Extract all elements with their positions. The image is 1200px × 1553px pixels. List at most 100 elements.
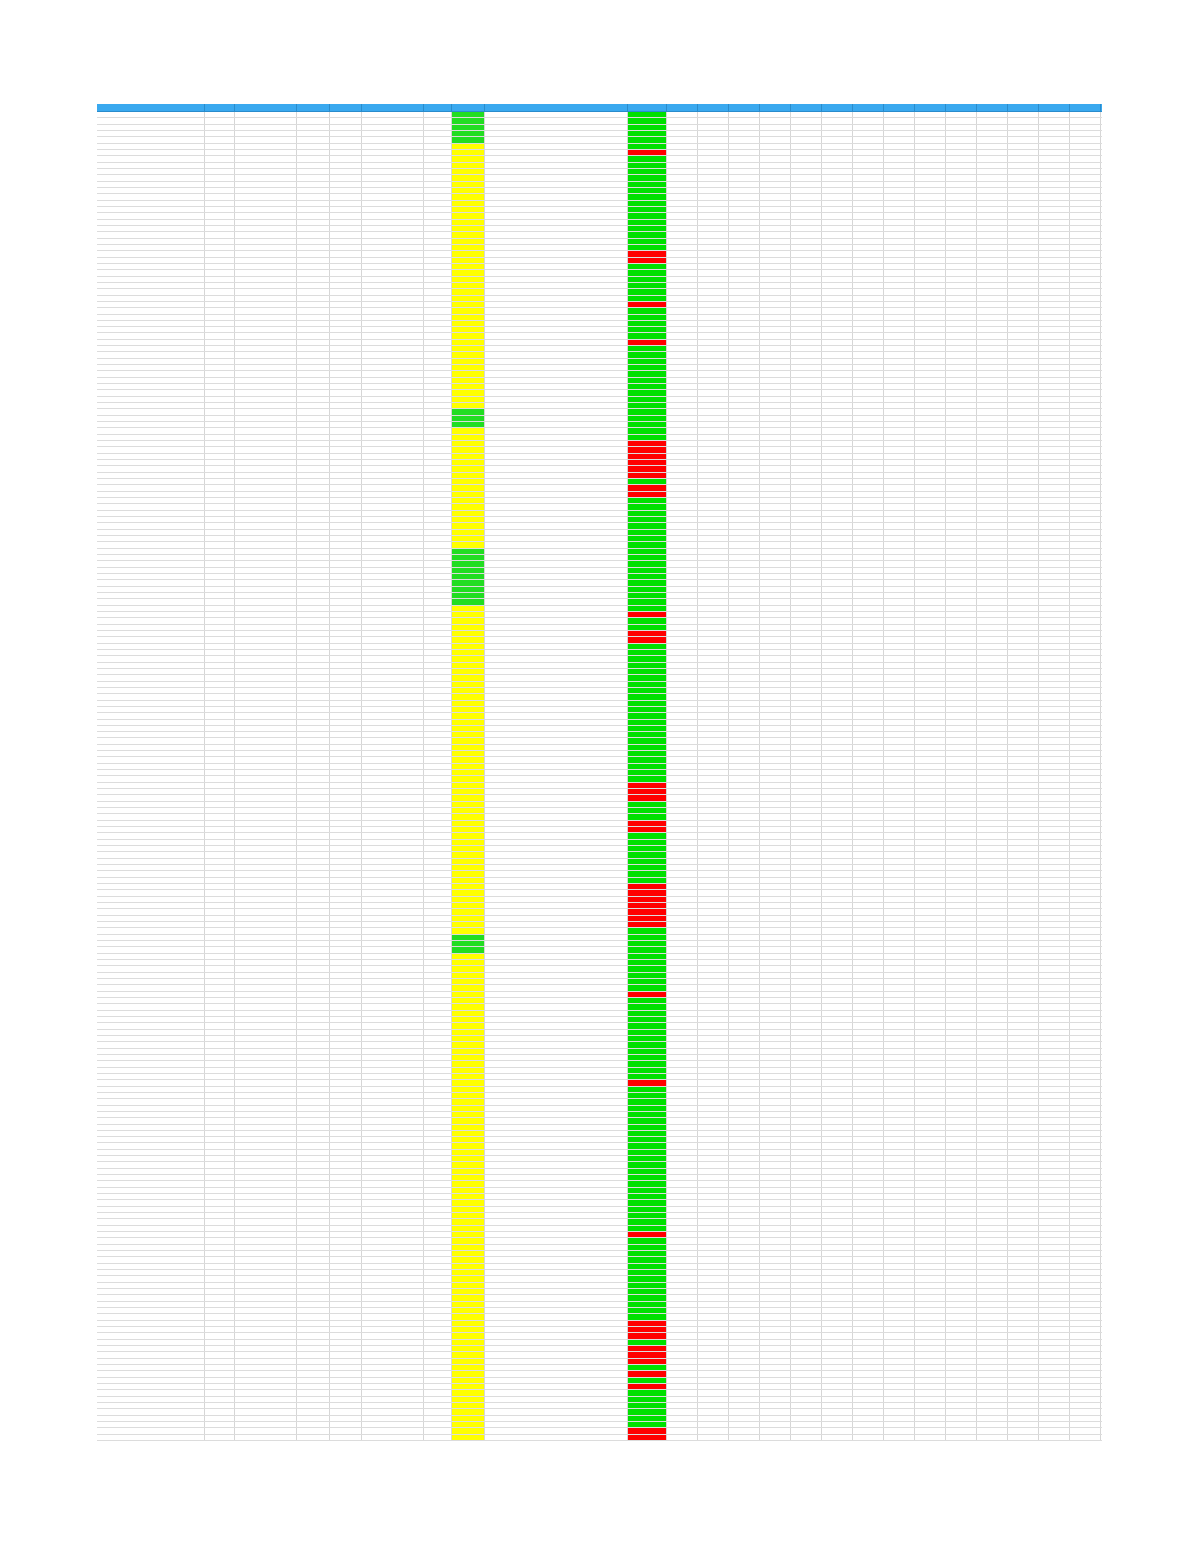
- cell[interactable]: [698, 890, 729, 896]
- cell[interactable]: [424, 744, 452, 751]
- cell[interactable]: [1008, 213, 1039, 219]
- cell[interactable]: [884, 1251, 915, 1257]
- cell[interactable]: [235, 1168, 297, 1175]
- cell[interactable]: [205, 1143, 235, 1149]
- cell[interactable]: [235, 1194, 297, 1200]
- cell[interactable]: [297, 681, 330, 687]
- cell[interactable]: [362, 149, 424, 156]
- cell[interactable]: [791, 327, 822, 333]
- cell[interactable]: [297, 947, 330, 953]
- cell[interactable]: [698, 865, 729, 871]
- cell[interactable]: [853, 871, 884, 877]
- cell[interactable]: [946, 972, 977, 978]
- cell[interactable]: [424, 820, 452, 827]
- cell[interactable]: [698, 1352, 729, 1358]
- cell[interactable]: [1070, 978, 1101, 985]
- cell[interactable]: [297, 991, 330, 997]
- cell[interactable]: [853, 447, 884, 453]
- column-header[interactable]: [628, 104, 667, 111]
- cell[interactable]: [822, 1187, 853, 1194]
- cell[interactable]: [698, 529, 729, 535]
- status-cell[interactable]: [452, 637, 485, 643]
- result-cell[interactable]: [628, 263, 667, 270]
- cell[interactable]: [1039, 548, 1070, 554]
- cell[interactable]: [1039, 118, 1070, 124]
- status-cell[interactable]: [452, 194, 485, 200]
- cell[interactable]: [853, 238, 884, 244]
- cell[interactable]: [1070, 1270, 1101, 1276]
- cell[interactable]: [235, 630, 297, 637]
- cell[interactable]: [330, 1244, 362, 1251]
- cell[interactable]: [946, 384, 977, 390]
- cell[interactable]: [977, 1162, 1008, 1168]
- cell[interactable]: [791, 301, 822, 308]
- cell[interactable]: [330, 1143, 362, 1149]
- cell[interactable]: [760, 1137, 791, 1143]
- cell[interactable]: [698, 377, 729, 384]
- cell[interactable]: [1039, 162, 1070, 168]
- cell[interactable]: [791, 605, 822, 611]
- status-cell[interactable]: [452, 890, 485, 896]
- cell[interactable]: [853, 548, 884, 554]
- cell[interactable]: [1070, 1263, 1101, 1270]
- cell[interactable]: [791, 1232, 822, 1238]
- cell[interactable]: [362, 947, 424, 953]
- cell[interactable]: [822, 896, 853, 903]
- cell[interactable]: [946, 1358, 977, 1364]
- cell[interactable]: [97, 751, 205, 757]
- cell[interactable]: [698, 1364, 729, 1371]
- cell[interactable]: [667, 1364, 698, 1371]
- cell[interactable]: [884, 1225, 915, 1232]
- cell[interactable]: [729, 1067, 760, 1073]
- cell[interactable]: [977, 561, 1008, 567]
- cell[interactable]: [1008, 194, 1039, 200]
- cell[interactable]: [1008, 168, 1039, 175]
- cell[interactable]: [297, 529, 330, 535]
- cell[interactable]: [915, 1042, 946, 1048]
- cell[interactable]: [1070, 846, 1101, 852]
- cell[interactable]: [297, 1067, 330, 1073]
- cell[interactable]: [729, 586, 760, 592]
- cell[interactable]: [698, 567, 729, 573]
- link-cell[interactable]: [485, 314, 628, 320]
- link-cell[interactable]: [485, 365, 628, 371]
- cell[interactable]: [853, 940, 884, 947]
- cell[interactable]: [424, 1073, 452, 1080]
- cell[interactable]: [424, 611, 452, 618]
- cell[interactable]: [1070, 637, 1101, 643]
- cell[interactable]: [1039, 694, 1070, 700]
- cell[interactable]: [297, 1232, 330, 1238]
- result-cell[interactable]: [628, 1111, 667, 1118]
- cell[interactable]: [424, 1162, 452, 1168]
- link-cell[interactable]: [485, 922, 628, 928]
- cell[interactable]: [235, 1023, 297, 1029]
- status-cell[interactable]: [452, 206, 485, 213]
- cell[interactable]: [698, 991, 729, 997]
- cell[interactable]: [791, 1086, 822, 1092]
- cell[interactable]: [297, 289, 330, 295]
- cell[interactable]: [698, 801, 729, 808]
- cell[interactable]: [424, 466, 452, 472]
- cell[interactable]: [853, 1175, 884, 1181]
- status-cell[interactable]: [452, 985, 485, 991]
- result-cell[interactable]: [628, 441, 667, 447]
- cell[interactable]: [946, 1105, 977, 1111]
- cell[interactable]: [205, 554, 235, 561]
- cell[interactable]: [97, 270, 205, 276]
- cell[interactable]: [946, 1339, 977, 1345]
- cell[interactable]: [915, 687, 946, 694]
- cell[interactable]: [235, 377, 297, 384]
- cell[interactable]: [297, 903, 330, 909]
- cell[interactable]: [1039, 719, 1070, 725]
- cell[interactable]: [330, 352, 362, 358]
- cell[interactable]: [698, 415, 729, 422]
- cell[interactable]: [235, 1364, 297, 1371]
- cell[interactable]: [853, 263, 884, 270]
- cell[interactable]: [1008, 554, 1039, 561]
- cell[interactable]: [853, 289, 884, 295]
- cell[interactable]: [1070, 1175, 1101, 1181]
- cell[interactable]: [235, 643, 297, 649]
- cell[interactable]: [946, 377, 977, 384]
- cell[interactable]: [884, 453, 915, 460]
- result-cell[interactable]: [628, 637, 667, 643]
